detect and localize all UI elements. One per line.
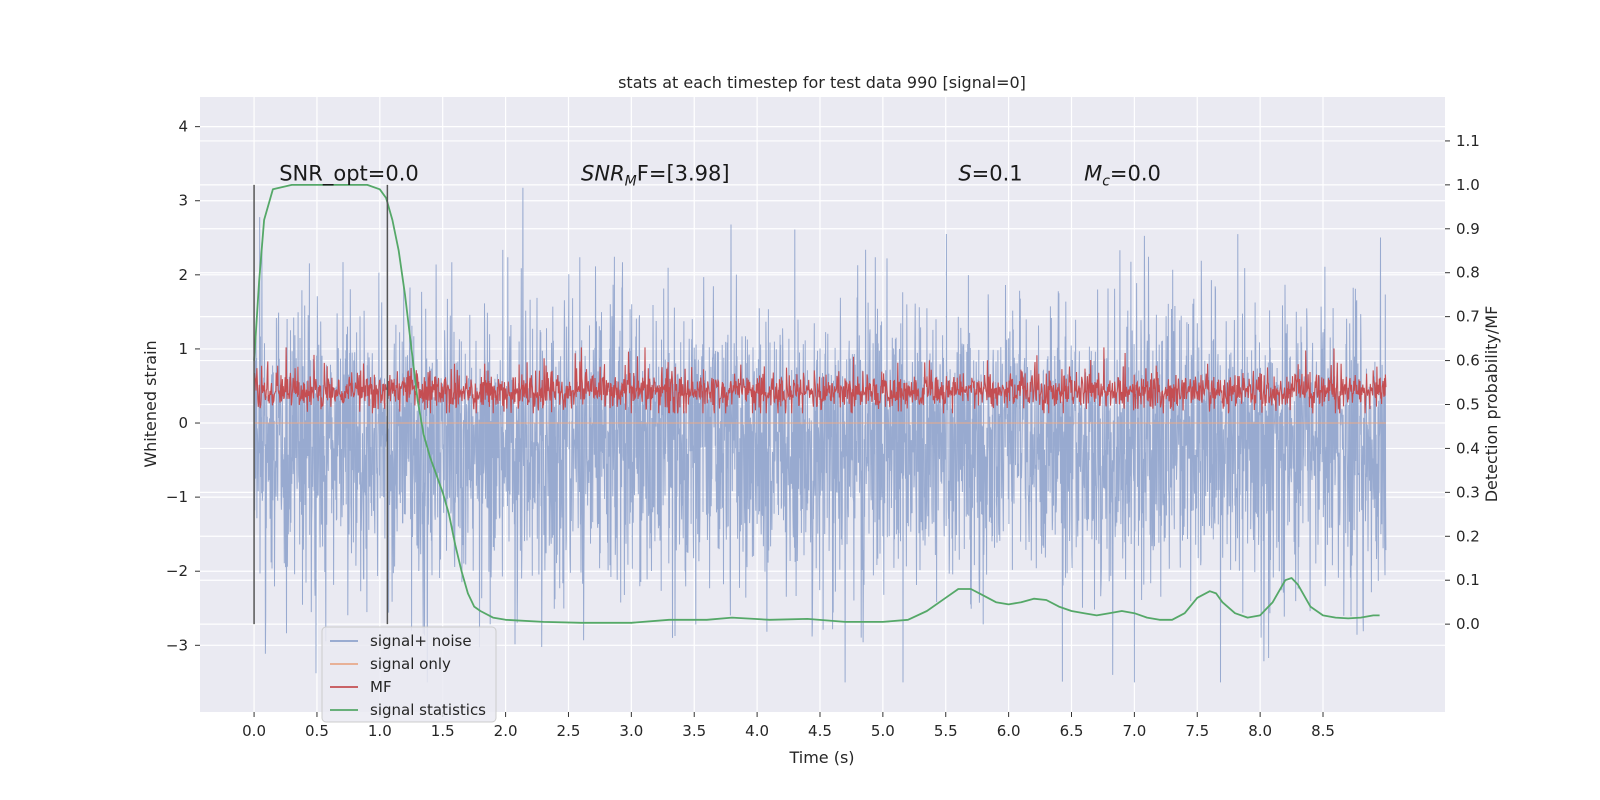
annotation: SNRMF=[3.98]	[581, 161, 730, 189]
x-tick-label: 7.5	[1185, 722, 1209, 740]
annotation: S=0.1	[958, 161, 1022, 185]
y-tick-label: 2	[178, 266, 188, 284]
series-mf	[253, 347, 1387, 414]
x-tick-label: 3.5	[682, 722, 706, 740]
x-tick-label: 8.0	[1248, 722, 1272, 740]
y-right-tick-label: 0.5	[1456, 396, 1480, 414]
y-axis-label: Whitened strain	[141, 340, 160, 467]
x-tick-label: 6.5	[1060, 722, 1084, 740]
series-signal-statistics	[253, 184, 1380, 624]
y-right-tick-label: 0.3	[1456, 483, 1480, 501]
y-right-tick-label: 0.4	[1456, 439, 1480, 457]
y-right-tick-label: 0.1	[1456, 571, 1480, 589]
ticks-layer: 0.0 0.5 1.0 1.5 2.0 2.5 3.0 3.5 4.0 4.5 5.0 5.5 6.0 6…	[166, 118, 1480, 740]
x-tick-label: 2.0	[494, 722, 518, 740]
annotation: SNR_opt=0.0	[279, 161, 419, 186]
x-tick-label: 7.0	[1122, 722, 1146, 740]
y-right-tick-label: 0.0	[1456, 615, 1480, 633]
x-tick-label: 4.5	[808, 722, 832, 740]
legend-label: signal only	[370, 655, 451, 673]
x-tick-label: 6.0	[997, 722, 1021, 740]
series-signal-noise	[253, 187, 1387, 683]
legend: signal+ noise signal only MF signal statist…	[321, 626, 497, 723]
x-tick-label: 3.0	[619, 722, 643, 740]
legend-label: signal statistics	[370, 701, 486, 719]
annotation: Mc=0.0	[1084, 161, 1161, 189]
y-tick-label: 3	[178, 192, 188, 210]
y-right-tick-label: 0.7	[1456, 308, 1480, 326]
y-right-tick-label: 0.8	[1456, 264, 1480, 282]
y-axis-right-label: Detection probability/MF	[1482, 306, 1501, 503]
y-right-tick-label: 0.9	[1456, 220, 1480, 238]
y-right-tick-label: 1.0	[1456, 176, 1480, 194]
legend-box	[321, 626, 497, 723]
x-tick-label: 5.0	[871, 722, 895, 740]
x-axis-label: Time (s)	[788, 748, 854, 767]
legend-label: MF	[370, 678, 392, 696]
chart-title: stats at each timestep for test data 990…	[618, 73, 1026, 92]
annotations: SNR_opt=0.0 SNRMF=[3.98] S=0.1 Mc=0.0	[279, 161, 1161, 189]
markers-layer	[253, 184, 389, 625]
x-tick-label: 1.5	[431, 722, 455, 740]
y-tick-label: −1	[166, 488, 188, 506]
x-tick-label: 5.5	[934, 722, 958, 740]
y-tick-label: 4	[178, 118, 188, 136]
x-tick-label: 0.0	[242, 722, 266, 740]
x-tick-label: 2.5	[557, 722, 581, 740]
y-right-tick-label: 0.2	[1456, 527, 1480, 545]
legend-label: signal+ noise	[370, 632, 472, 650]
y-tick-label: 1	[178, 340, 188, 358]
x-tick-label: 4.0	[745, 722, 769, 740]
y-right-tick-label: 1.1	[1456, 132, 1480, 150]
y-tick-label: 0	[178, 414, 188, 432]
y-tick-label: −2	[166, 562, 188, 580]
x-tick-label: 1.0	[368, 722, 392, 740]
x-tick-label: 0.5	[305, 722, 329, 740]
series-layer	[253, 184, 1387, 683]
y-tick-label: −3	[166, 636, 188, 654]
y-right-tick-label: 0.6	[1456, 352, 1480, 370]
x-tick-label: 8.5	[1311, 722, 1335, 740]
